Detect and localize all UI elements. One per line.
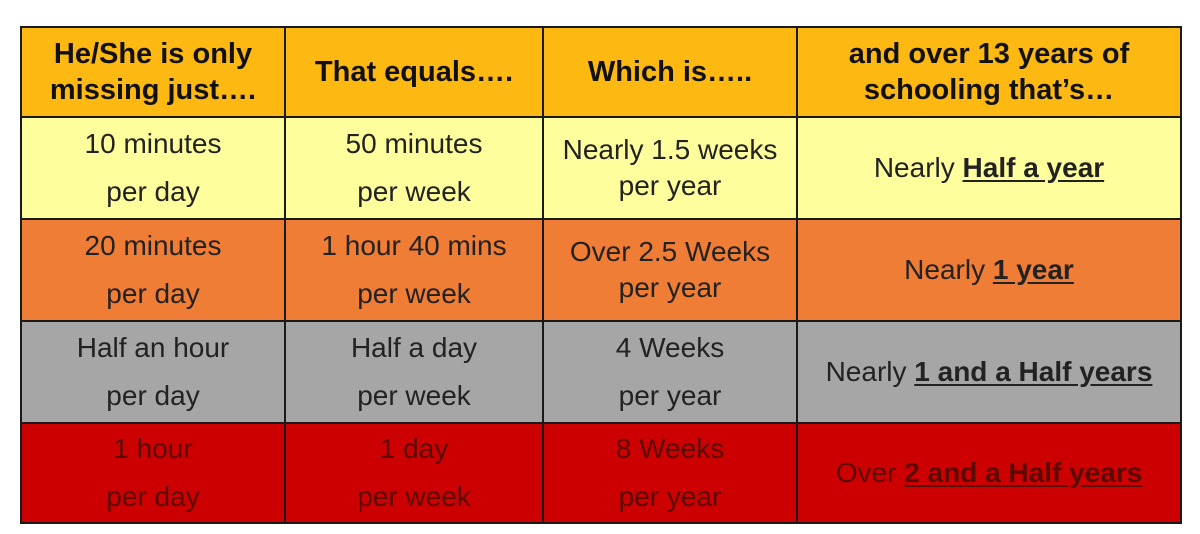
cell-line: per week [357,481,471,512]
table-cell-missing: 10 minutes per day [22,118,286,220]
cell-line: Half a day [350,331,478,363]
table-cell-equals: Half a day per week [286,322,544,424]
cell-line: per week [357,176,471,207]
cell-line: per week [357,380,471,411]
cell-line: 4 Weeks [615,331,725,363]
result-prefix: Nearly [873,151,955,183]
cell-line: per year [618,272,722,303]
header-missing: He/She is only missing just…. [22,28,286,118]
table-cell-which-is: Over 2.5 Weeks per year [544,220,798,322]
cell-line: Half an hour [76,331,230,363]
cell-line: per year [618,481,722,512]
cell-line: Nearly 1.5 weeks [562,133,778,165]
cell-line: 8 Weeks [615,432,725,464]
table-cell-result: Nearly 1 and a Half years [798,322,1180,424]
result-emphasis: 1 year [992,253,1074,285]
table-cell-missing: Half an hour per day [22,322,286,424]
header-which-is: Which is….. [544,28,798,118]
cell-line: 1 hour [113,432,193,464]
cell-line: per year [618,380,722,411]
attendance-table: He/She is only missing just…. That equal… [20,26,1182,524]
table-cell-equals: 50 minutes per week [286,118,544,220]
result-emphasis: Half a year [962,151,1105,183]
cell-line: 1 day [379,432,449,464]
table-cell-result: Nearly 1 year [798,220,1180,322]
result-prefix: Nearly [825,355,907,387]
cell-line: 20 minutes [84,229,222,261]
table-cell-which-is: Nearly 1.5 weeks per year [544,118,798,220]
cell-line: 50 minutes [345,127,483,159]
cell-line: per day [106,380,200,411]
cell-line: per day [106,278,200,309]
table-cell-result: Over 2 and a Half years [798,424,1180,522]
result-emphasis: 2 and a Half years [904,456,1143,488]
table-cell-result: Nearly Half a year [798,118,1180,220]
header-equals: That equals…. [286,28,544,118]
cell-line: 10 minutes [84,127,222,159]
table-cell-missing: 1 hour per day [22,424,286,522]
cell-line: 1 hour 40 mins [321,229,507,261]
cell-line: per day [106,481,200,512]
table-cell-equals: 1 day per week [286,424,544,522]
cell-line: Over 2.5 Weeks [569,235,771,267]
header-schooling: and over 13 years of schooling that’s… [798,28,1180,118]
result-emphasis: 1 and a Half years [914,355,1153,387]
result-prefix: Over [835,456,897,488]
cell-line: per year [618,170,722,201]
table-cell-which-is: 4 Weeks per year [544,322,798,424]
cell-line: per day [106,176,200,207]
table-cell-missing: 20 minutes per day [22,220,286,322]
table-cell-which-is: 8 Weeks per year [544,424,798,522]
table-cell-equals: 1 hour 40 mins per week [286,220,544,322]
result-prefix: Nearly [904,253,986,285]
cell-line: per week [357,278,471,309]
